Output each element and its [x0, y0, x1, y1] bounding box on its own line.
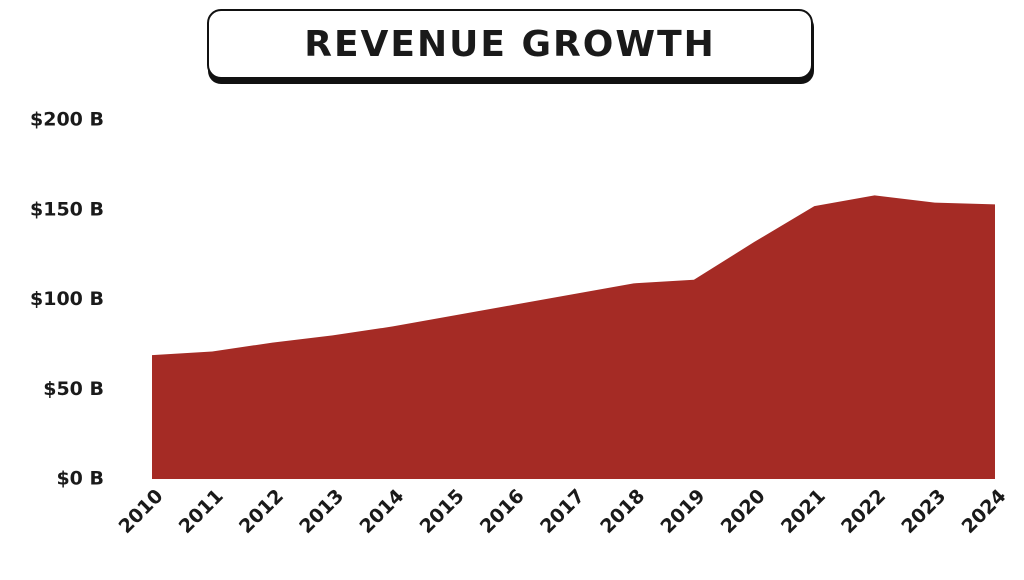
y-tick-label: $150 B	[30, 198, 104, 220]
x-tick-label: 2017	[536, 485, 589, 538]
y-tick-label: $50 B	[43, 378, 104, 400]
x-tick-label: 2010	[115, 485, 168, 538]
x-tick-label: 2021	[777, 485, 830, 538]
x-tick-label: 2024	[958, 485, 1011, 538]
x-tick-label: 2019	[657, 485, 710, 538]
x-tick-label: 2014	[355, 485, 408, 538]
area	[152, 195, 995, 479]
y-tick-label: $0 B	[56, 468, 104, 490]
x-tick-label: 2011	[175, 485, 228, 538]
x-tick-label: 2012	[235, 485, 288, 538]
x-tick-label: 2020	[717, 485, 770, 538]
x-tick-label: 2018	[596, 485, 649, 538]
x-tick-label: 2013	[295, 485, 348, 538]
y-tick-label: $200 B	[30, 109, 104, 131]
x-tick-label: 2015	[416, 485, 469, 538]
x-tick-label: 2016	[476, 485, 529, 538]
y-tick-label: $100 B	[30, 288, 104, 310]
chart-title: REVENUE GROWTH	[304, 24, 716, 65]
title-box	[207, 9, 813, 79]
x-tick-label: 2022	[837, 485, 890, 538]
x-tick-label: 2023	[897, 485, 950, 538]
